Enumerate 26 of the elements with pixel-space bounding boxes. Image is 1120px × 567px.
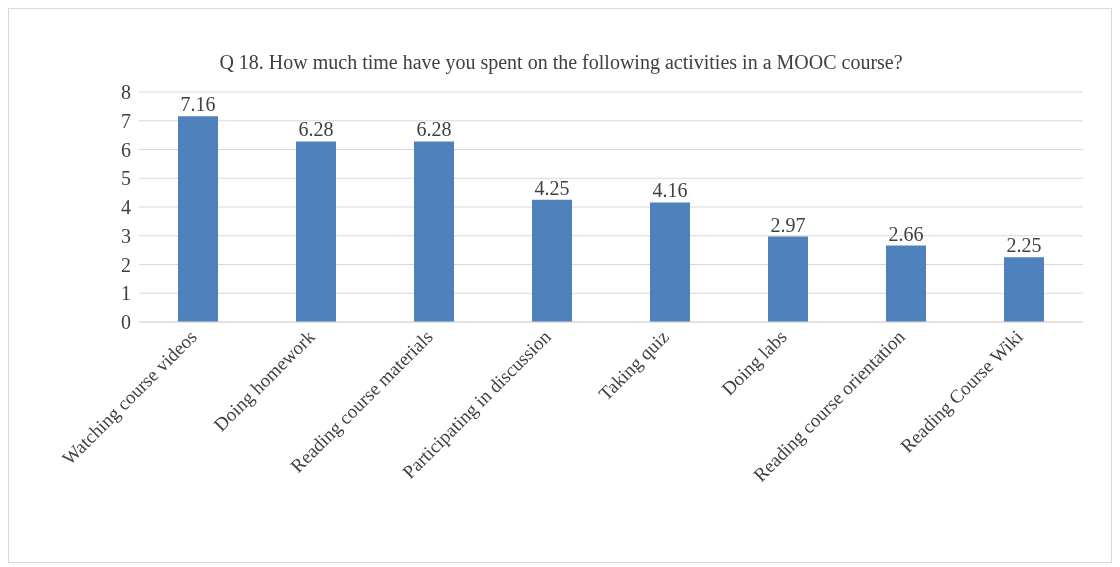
data-label: 2.25	[1006, 234, 1042, 257]
data-label: 2.66	[888, 222, 924, 245]
y-tick-label: 3	[121, 224, 131, 247]
data-label: 6.28	[298, 118, 334, 141]
data-label: 7.16	[180, 93, 216, 116]
y-tick-label: 8	[121, 81, 131, 104]
y-tick-label: 4	[121, 196, 131, 219]
bar	[650, 202, 690, 322]
bar	[296, 141, 336, 322]
bar	[1004, 257, 1044, 322]
chart-title: Q 18. How much time have you spent on the following activities in a MOOC course?	[218, 51, 904, 74]
y-tick-label: 1	[121, 282, 131, 305]
data-label: 2.97	[770, 213, 806, 236]
bar	[178, 116, 218, 322]
bar	[532, 199, 572, 322]
y-tick-label: 6	[121, 138, 131, 161]
data-label: 4.25	[534, 176, 570, 199]
bar	[414, 141, 454, 322]
y-tick-label: 7	[121, 109, 131, 132]
data-label: 4.16	[652, 179, 688, 202]
y-tick-label: 5	[121, 167, 131, 190]
data-label: 6.28	[416, 118, 452, 141]
y-tick-label: 2	[121, 253, 131, 276]
bar	[768, 236, 808, 322]
bar	[886, 245, 926, 322]
y-tick-label: 0	[121, 311, 131, 334]
